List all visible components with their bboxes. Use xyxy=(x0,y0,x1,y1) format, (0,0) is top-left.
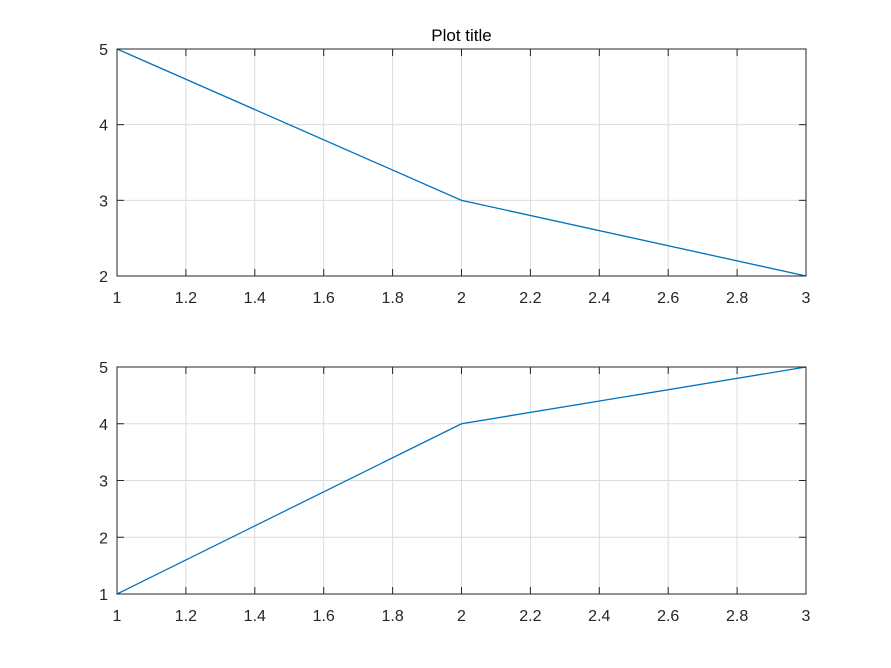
x-tick-label: 1.4 xyxy=(244,290,266,307)
y-tick-label: 4 xyxy=(99,118,108,135)
x-tick-label: 2.4 xyxy=(588,290,610,307)
subplot-bottom: 1 1.2 1.4 1.6 1.8 2 2.2 2.4 2.6 2.8 3 1 2 3 4 5 xyxy=(99,360,810,625)
x-tick-label: 1.2 xyxy=(175,608,197,625)
y-tick-label: 5 xyxy=(99,42,108,59)
x-tick-label: 1.8 xyxy=(381,608,403,625)
y-tick-label: 5 xyxy=(99,360,108,377)
subplot-top: 1 1.2 1.4 1.6 1.8 2 2.2 2.4 2.6 2.8 3 2 3 4 5 Plot titl… xyxy=(99,26,810,307)
x-tick-label: 1.6 xyxy=(313,290,335,307)
x-tick-label: 3 xyxy=(802,608,811,625)
y-tick-label: 3 xyxy=(99,474,108,491)
y-tick-label: 2 xyxy=(99,530,108,547)
y-tick-label: 4 xyxy=(99,417,108,434)
axes-box xyxy=(116,48,807,277)
x-tick-label: 2 xyxy=(457,608,466,625)
axes-box xyxy=(116,366,807,595)
series-line xyxy=(116,366,807,595)
x-tick-label: 2.4 xyxy=(588,608,610,625)
y-tick-label: 3 xyxy=(99,193,108,210)
plot-title: Plot title xyxy=(431,26,491,45)
x-tick-label: 2.6 xyxy=(657,290,679,307)
series-line xyxy=(116,48,807,277)
x-tick-label: 1 xyxy=(113,290,122,307)
y-tick-label: 1 xyxy=(99,587,108,604)
x-tick-label: 1.2 xyxy=(175,290,197,307)
x-tick-label: 2.8 xyxy=(726,608,748,625)
x-tick-label: 2.2 xyxy=(519,290,541,307)
x-tick-label: 2.8 xyxy=(726,290,748,307)
x-tick-label: 1.8 xyxy=(381,290,403,307)
x-tick-label: 2 xyxy=(457,290,466,307)
x-tick-label: 2.6 xyxy=(657,608,679,625)
x-tick-label: 1.6 xyxy=(313,608,335,625)
x-tick-label: 3 xyxy=(802,290,811,307)
x-tick-label: 2.2 xyxy=(519,608,541,625)
x-tick-label: 1.4 xyxy=(244,608,266,625)
y-tick-label: 2 xyxy=(99,269,108,286)
x-tick-label: 1 xyxy=(113,608,122,625)
